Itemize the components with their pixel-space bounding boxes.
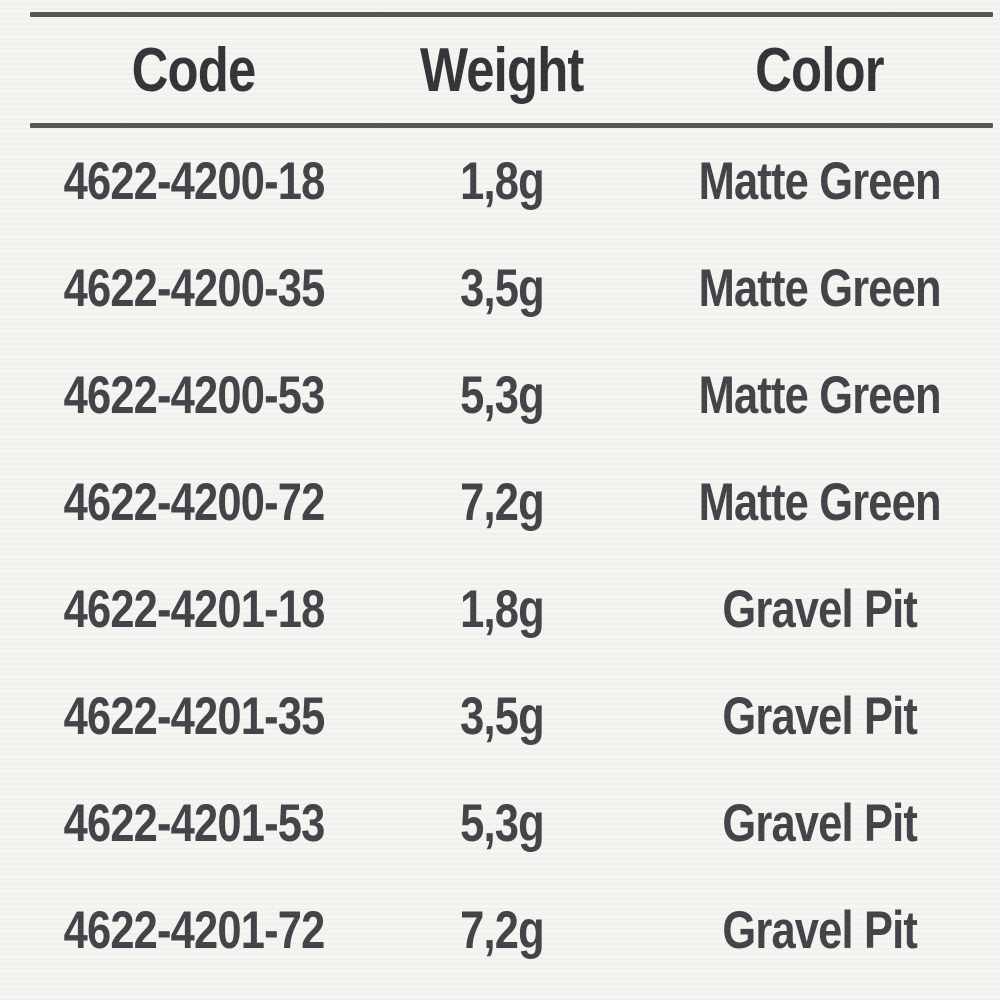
weight-value: 7,2g [459, 473, 545, 532]
header-weight: Weight [357, 35, 646, 106]
cell-color: Gravel Pit [646, 793, 993, 854]
table-top-rule [30, 12, 993, 17]
code-value: 4622-4201-35 [63, 687, 325, 746]
table-row: 4622-4200-35 3,5g Matte Green [30, 235, 993, 342]
weight-value: 5,3g [459, 794, 545, 853]
color-value: Matte Green [698, 259, 942, 318]
code-value: 4622-4200-18 [63, 152, 325, 211]
weight-value: 7,2g [459, 901, 545, 960]
table-header-rule [30, 123, 993, 128]
code-value: 4622-4200-72 [63, 473, 325, 532]
cell-weight: 3,5g [357, 258, 646, 319]
cell-color: Gravel Pit [646, 686, 993, 747]
color-value: Matte Green [698, 473, 942, 532]
weight-value: 1,8g [459, 152, 545, 211]
cell-color: Gravel Pit [646, 900, 993, 961]
code-value: 4622-4201-53 [63, 794, 325, 853]
table-row: 4622-4200-53 5,3g Matte Green [30, 342, 993, 449]
cell-code: 4622-4201-72 [30, 900, 357, 961]
header-weight-label: Weight [420, 35, 584, 105]
weight-value: 1,8g [459, 580, 545, 639]
table-row: 4622-4201-18 1,8g Gravel Pit [30, 556, 993, 663]
table-row: 4622-4201-35 3,5g Gravel Pit [30, 663, 993, 770]
code-value: 4622-4200-35 [63, 259, 325, 318]
header-color: Color [646, 35, 993, 106]
table-row: 4622-4201-53 5,3g Gravel Pit [30, 770, 993, 877]
code-value: 4622-4201-72 [63, 901, 325, 960]
cell-weight: 7,2g [357, 472, 646, 533]
cell-code: 4622-4201-35 [30, 686, 357, 747]
table-row: 4622-4201-72 7,2g Gravel Pit [30, 877, 993, 984]
header-color-label: Color [755, 35, 884, 105]
cell-color: Matte Green [646, 472, 993, 533]
weight-value: 5,3g [459, 366, 545, 425]
cell-code: 4622-4201-18 [30, 579, 357, 640]
cell-code: 4622-4200-35 [30, 258, 357, 319]
color-value: Gravel Pit [722, 901, 918, 960]
color-value: Gravel Pit [722, 794, 918, 853]
cell-color: Gravel Pit [646, 579, 993, 640]
table-row: 4622-4200-72 7,2g Matte Green [30, 449, 993, 556]
color-value: Gravel Pit [722, 687, 918, 746]
cell-code: 4622-4201-53 [30, 793, 357, 854]
cell-color: Matte Green [646, 365, 993, 426]
table-row: 4622-4200-18 1,8g Matte Green [30, 128, 993, 235]
weight-value: 3,5g [459, 687, 545, 746]
spec-table: Code Weight Color 4622-4200-18 1,8g Matt… [30, 0, 993, 984]
cell-weight: 5,3g [357, 793, 646, 854]
cell-code: 4622-4200-53 [30, 365, 357, 426]
cell-weight: 7,2g [357, 900, 646, 961]
cell-weight: 1,8g [357, 579, 646, 640]
table-header-row: Code Weight Color [30, 17, 993, 123]
color-value: Matte Green [698, 366, 942, 425]
cell-code: 4622-4200-72 [30, 472, 357, 533]
cell-weight: 3,5g [357, 686, 646, 747]
cell-weight: 1,8g [357, 151, 646, 212]
code-value: 4622-4201-18 [63, 580, 325, 639]
code-value: 4622-4200-53 [63, 366, 325, 425]
cell-weight: 5,3g [357, 365, 646, 426]
color-value: Gravel Pit [722, 580, 918, 639]
header-code: Code [30, 35, 357, 106]
color-value: Matte Green [698, 152, 942, 211]
cell-color: Matte Green [646, 258, 993, 319]
cell-code: 4622-4200-18 [30, 151, 357, 212]
weight-value: 3,5g [459, 259, 545, 318]
cell-color: Matte Green [646, 151, 993, 212]
header-code-label: Code [131, 35, 257, 105]
